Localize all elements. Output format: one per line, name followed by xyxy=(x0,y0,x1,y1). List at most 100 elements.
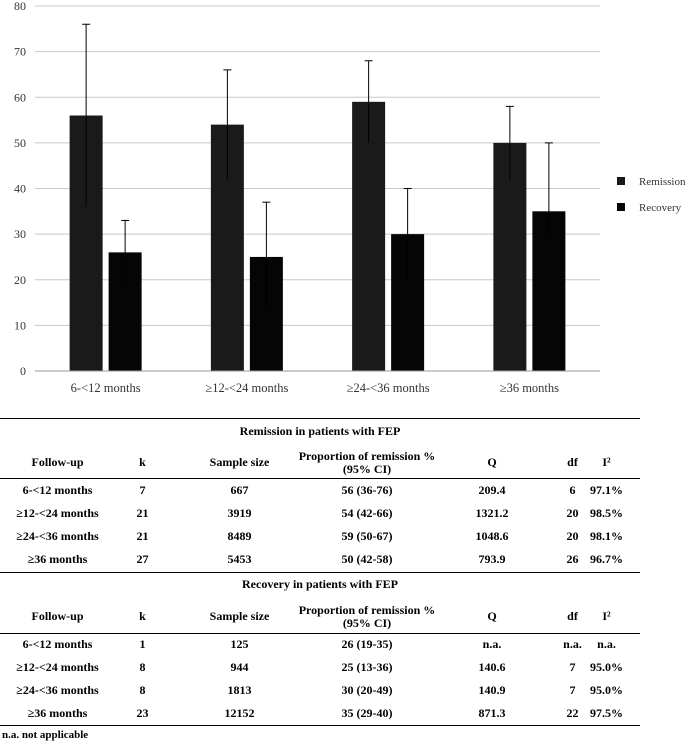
table-cell: 12152 xyxy=(224,706,255,720)
x-tick-label: 6-<12 months xyxy=(71,381,141,395)
table-cell: 35 (29-40) xyxy=(341,706,393,720)
table-cell: 95.0% xyxy=(590,660,623,674)
y-tick-label: 0 xyxy=(20,364,26,378)
table-cell: 50 (42-58) xyxy=(341,552,393,566)
table-cell: 56 (36-76) xyxy=(341,483,393,497)
table-rule xyxy=(0,478,640,479)
y-tick-label: 10 xyxy=(14,318,26,332)
table-rule xyxy=(0,418,640,419)
table-cell: 23 xyxy=(136,706,149,720)
y-tick-label: 60 xyxy=(14,90,26,104)
table-cell: 3919 xyxy=(227,506,252,520)
y-tick-label: 50 xyxy=(14,136,26,150)
x-axis: 6-<12 months ≥12-<24 months ≥24-<36 months… xyxy=(35,370,600,395)
table-cell: 6-<12 months xyxy=(22,637,93,651)
table-rule xyxy=(0,572,640,573)
table-cell: ≥24-<36 months xyxy=(16,529,99,543)
legend: Remission Recovery xyxy=(617,176,686,214)
table-title-remission: Remission in patients with FEP xyxy=(239,424,401,438)
table-cell: 26 xyxy=(566,552,579,566)
table-header-cell: Sample size xyxy=(209,455,270,469)
table-cell: 1321.2 xyxy=(475,506,509,520)
bars xyxy=(69,23,566,371)
table-cell: 6 xyxy=(569,483,576,497)
table-cell: 8489 xyxy=(227,529,252,543)
table-cell: 7 xyxy=(569,660,576,674)
table-header-cell: k xyxy=(139,455,146,469)
table-cell: 5453 xyxy=(227,552,252,566)
table-cell: n.a. xyxy=(482,637,502,651)
table-cell: 95.0% xyxy=(590,683,623,697)
table-header-cell: Q xyxy=(487,455,497,469)
table-header-cell: df xyxy=(567,455,578,469)
table-header-cell: k xyxy=(139,609,146,623)
table-header-cell: Sample size xyxy=(209,609,270,623)
table-header-cell: I² xyxy=(602,609,611,623)
legend-label: Recovery xyxy=(639,202,682,214)
table-cell: 871.3 xyxy=(478,706,506,720)
legend-swatch xyxy=(617,203,625,211)
table-cell: 209.4 xyxy=(478,483,506,497)
table-cell: 667 xyxy=(230,483,249,497)
table-cell: 1 xyxy=(139,637,146,651)
table-header-cell: Proportion of remission % (95% CI) xyxy=(298,449,436,476)
y-tick-label: 20 xyxy=(14,273,26,287)
x-tick-label: ≥24-<36 months xyxy=(347,381,430,395)
table-cell: 30 (20-49) xyxy=(341,683,393,697)
table-cell: n.a. xyxy=(563,637,582,651)
table-cell: 21 xyxy=(136,529,149,543)
table-cell: ≥36 months xyxy=(27,552,88,566)
table-cell: 26 (19-35) xyxy=(341,637,393,651)
y-tick-label: 40 xyxy=(14,182,26,196)
table-cell: 54 (42-66) xyxy=(341,506,393,520)
bar-remission xyxy=(352,101,386,371)
legend-swatch xyxy=(617,177,625,185)
table-header-cell: Follow-up xyxy=(31,609,84,623)
table-cell: 21 xyxy=(136,506,149,520)
table-cell: ≥12-<24 months xyxy=(16,506,99,520)
table-cell: 1813 xyxy=(227,683,252,697)
table-rule xyxy=(0,633,640,634)
table-cell: ≥36 months xyxy=(27,706,88,720)
table-cell: 7 xyxy=(139,483,146,497)
table-cell: 140.6 xyxy=(478,660,506,674)
table-header-cell: Q xyxy=(487,609,497,623)
table-cell: 140.9 xyxy=(478,683,506,697)
footnote: n.a. not applicable xyxy=(2,729,89,741)
table-cell: 97.1% xyxy=(590,483,623,497)
table-rule xyxy=(0,725,640,726)
bar-remission xyxy=(493,142,527,371)
table-header-cell: Follow-up xyxy=(31,455,84,469)
y-tick-label: 70 xyxy=(14,45,26,59)
table-header-cell: I² xyxy=(602,455,611,469)
table-cell: 793.9 xyxy=(478,552,506,566)
table-cell: ≥24-<36 months xyxy=(16,683,99,697)
table-header-cell: Proportion of remission % (95% CI) xyxy=(298,603,436,630)
table-cell: 22 xyxy=(566,706,579,720)
y-tick-label: 80 xyxy=(14,0,26,13)
table-title-recovery: Recovery in patients with FEP xyxy=(242,577,398,591)
y-axis: 0 10 20 30 40 50 60 70 80 xyxy=(14,0,26,378)
table-cell: 25 (13-36) xyxy=(341,660,393,674)
table-cell: 97.5% xyxy=(590,706,623,720)
table-cell: 944 xyxy=(230,660,249,674)
x-tick-label: ≥12-<24 months xyxy=(205,381,288,395)
table-cell: 7 xyxy=(569,683,576,697)
table-cell: 59 (50-67) xyxy=(341,529,393,543)
table-cell: 98.1% xyxy=(590,529,623,543)
legend-label: Remission xyxy=(639,176,686,188)
table-cell: 125 xyxy=(230,637,249,651)
table-cell: n.a. xyxy=(597,637,616,651)
bar-chart: 0 10 20 30 40 50 60 70 80 6-<12 months ≥12-<24 mo… xyxy=(14,0,686,395)
table-cell: 20 xyxy=(566,529,579,543)
table-header-cell: df xyxy=(567,609,578,623)
table-cell: 98.5% xyxy=(590,506,623,520)
table-cell: 8 xyxy=(139,660,146,674)
table-cell: 20 xyxy=(566,506,579,520)
table-cell: ≥12-<24 months xyxy=(16,660,99,674)
table-cell: 6-<12 months xyxy=(22,483,93,497)
y-tick-label: 30 xyxy=(14,227,26,241)
table-cell: 27 xyxy=(136,552,149,566)
table-cell: 8 xyxy=(139,683,146,697)
table-cell: 1048.6 xyxy=(475,529,509,543)
